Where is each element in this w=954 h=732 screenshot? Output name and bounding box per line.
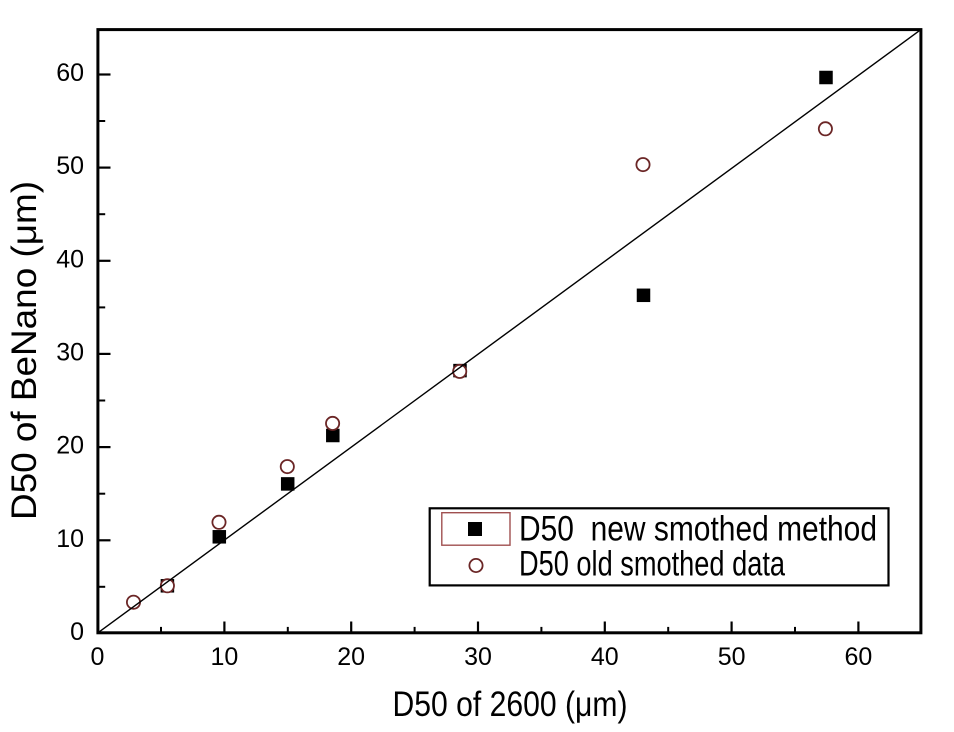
svg-text:20: 20 [337, 643, 365, 671]
svg-text:10: 10 [210, 643, 238, 671]
svg-text:60: 60 [56, 59, 84, 87]
svg-text:50: 50 [718, 643, 746, 671]
svg-text:0: 0 [90, 643, 104, 671]
svg-text:D50 old smothed data: D50 old smothed data [519, 545, 785, 584]
svg-text:10: 10 [56, 525, 84, 553]
svg-text:60: 60 [844, 643, 872, 671]
svg-text:0: 0 [70, 618, 84, 646]
svg-text:30: 30 [56, 339, 84, 367]
svg-text:50: 50 [56, 152, 84, 180]
svg-text:D50 new smothed method: D50 new smothed method [519, 510, 877, 549]
svg-text:D50 of BeNano (μm): D50 of BeNano (μm) [5, 181, 44, 520]
svg-text:20: 20 [56, 432, 84, 460]
svg-text:40: 40 [56, 245, 84, 273]
svg-text:D50 of 2600 (μm): D50 of 2600 (μm) [393, 685, 628, 724]
svg-text:40: 40 [591, 643, 619, 671]
svg-text:30: 30 [464, 643, 492, 671]
